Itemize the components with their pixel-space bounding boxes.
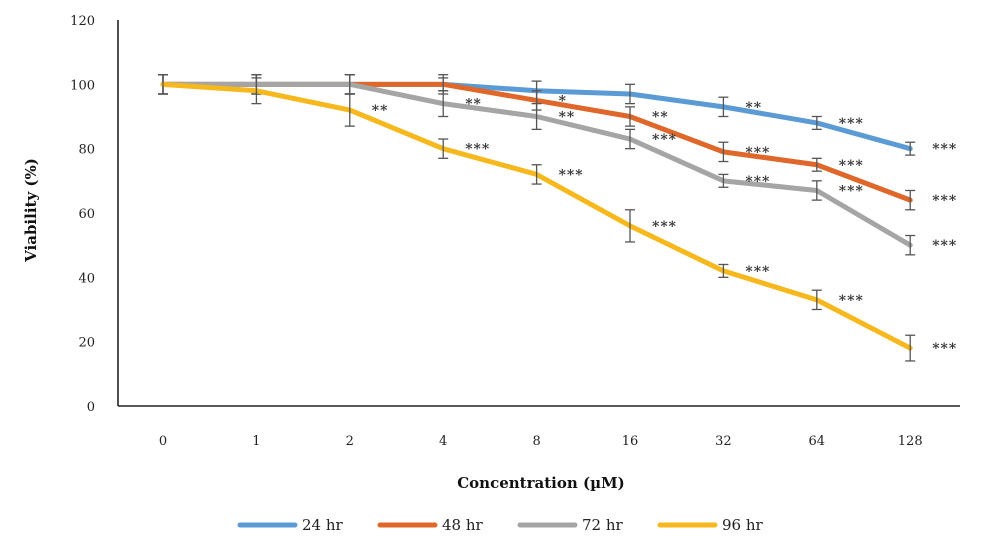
x-axis-title: Concentration (µM) xyxy=(457,474,625,492)
y-axis-title: Viability (%) xyxy=(22,158,40,263)
x-tick-label: 64 xyxy=(809,434,826,449)
legend-item-1: 48 hr xyxy=(377,516,484,534)
legend-item-2: 72 hr xyxy=(517,516,624,534)
error-bar xyxy=(811,157,822,172)
significance-marker: *** xyxy=(839,183,864,199)
error-bar xyxy=(158,74,168,95)
y-tick-label: 0 xyxy=(87,400,95,415)
legend: 24 hr 48 hr 72 hr 96 hr xyxy=(237,516,764,534)
x-tick-label: 1 xyxy=(252,434,260,449)
error-bar xyxy=(811,180,822,201)
error-bar xyxy=(718,173,729,188)
significance-marker: * xyxy=(559,93,567,109)
legend-label: 48 hr xyxy=(442,516,484,534)
x-tick-label: 32 xyxy=(715,434,732,449)
significance-marker: ** xyxy=(465,97,482,113)
significance-marker: *** xyxy=(652,132,677,148)
significance-marker: *** xyxy=(652,219,677,235)
y-axis-ticks: 0 20 40 60 80 100 120 xyxy=(70,14,95,415)
x-tick-label: 8 xyxy=(532,434,540,449)
significance-marker: ** xyxy=(559,110,576,126)
significance-marker: *** xyxy=(559,167,584,183)
x-tick-label: 2 xyxy=(346,434,354,449)
y-tick-label: 100 xyxy=(70,78,95,93)
error-bar xyxy=(718,263,729,278)
x-axis-ticks: 0 1 2 4 8 16 32 64 128 xyxy=(159,434,923,449)
y-tick-label: 80 xyxy=(78,143,95,158)
significance-marker: *** xyxy=(839,158,864,174)
significance-marker: *** xyxy=(745,264,770,280)
axes xyxy=(117,20,960,407)
error-bar xyxy=(718,96,729,118)
significance-marker: *** xyxy=(745,174,770,190)
significance-marker: *** xyxy=(932,142,957,158)
legend-label: 72 hr xyxy=(582,516,624,534)
significance-marker: ** xyxy=(372,103,389,119)
error-bar xyxy=(531,164,542,185)
significance-marker: *** xyxy=(932,341,957,357)
error-bar xyxy=(625,209,635,243)
error-bar xyxy=(905,334,916,362)
series-3 xyxy=(158,74,916,362)
x-tick-label: 4 xyxy=(439,434,447,449)
significance-marker: *** xyxy=(745,145,770,161)
y-tick-label: 20 xyxy=(78,336,95,351)
significance-marker: *** xyxy=(932,238,957,254)
error-bar xyxy=(905,189,916,211)
error-bar xyxy=(251,77,262,105)
error-bar xyxy=(344,93,355,127)
significance-marker: *** xyxy=(839,116,864,132)
y-tick-label: 60 xyxy=(78,207,95,222)
error-bar xyxy=(718,141,729,163)
error-bar xyxy=(905,234,916,256)
significance-marker: *** xyxy=(839,293,864,309)
error-bar xyxy=(625,83,635,105)
error-bar xyxy=(438,138,449,159)
legend-label: 96 hr xyxy=(722,516,764,534)
error-bar xyxy=(811,289,822,311)
error-bar xyxy=(905,141,916,156)
x-tick-label: 16 xyxy=(622,434,639,449)
error-bar xyxy=(531,102,542,131)
error-bar xyxy=(625,128,635,150)
significance-marker: *** xyxy=(932,193,957,209)
x-tick-label: 128 xyxy=(898,434,923,449)
legend-label: 24 hr xyxy=(302,516,344,534)
significance-marker: ** xyxy=(652,110,669,126)
significance-marker: ** xyxy=(745,100,762,116)
series-layer xyxy=(158,74,916,362)
error-bar xyxy=(625,106,635,127)
error-bar xyxy=(438,90,449,118)
significance-layer: ****************************************… xyxy=(372,93,957,357)
y-tick-label: 120 xyxy=(70,14,95,29)
y-tick-label: 40 xyxy=(78,271,95,286)
legend-item-0: 24 hr xyxy=(237,516,344,534)
x-tick-label: 0 xyxy=(159,434,167,449)
legend-item-3: 96 hr xyxy=(657,516,764,534)
error-bar xyxy=(811,115,822,131)
significance-marker: *** xyxy=(465,142,490,158)
